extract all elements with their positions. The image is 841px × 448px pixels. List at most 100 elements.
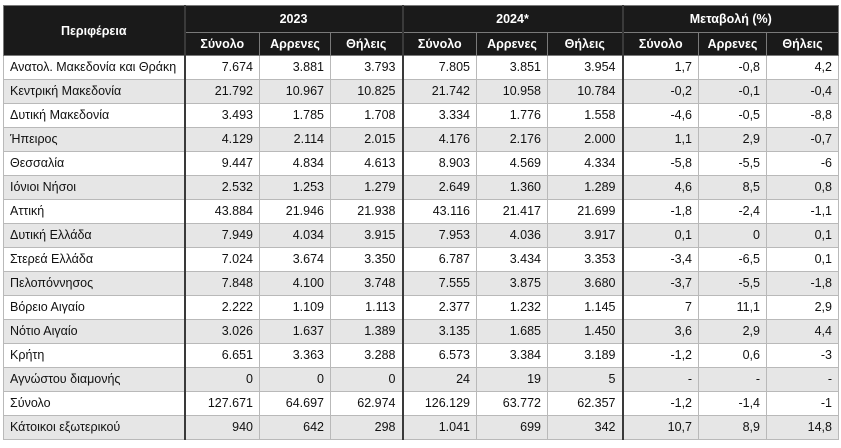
value-cell: 2.377 [401, 295, 477, 320]
value-cell: -6 [766, 151, 839, 176]
value-cell: -8,8 [766, 103, 839, 128]
table-row: Ιόνιοι Νήσοι 2.532 1.253 1.279 2.649 1.360 1.2… [3, 175, 839, 200]
value-cell: 4.834 [259, 151, 331, 176]
value-cell: 7.674 [183, 55, 260, 80]
value-cell: 342 [547, 415, 623, 440]
region-name-cell: Στερεά Ελλάδα [3, 247, 185, 272]
value-cell: 3.189 [547, 343, 623, 368]
value-cell: 4.613 [330, 151, 403, 176]
value-cell: - [698, 367, 767, 392]
value-cell: 3.350 [330, 247, 403, 272]
value-cell: 4.034 [259, 223, 331, 248]
value-cell: 21.938 [330, 199, 403, 224]
value-cell: 0,1 [766, 247, 839, 272]
value-cell: 62.974 [330, 391, 403, 416]
value-cell: -0,4 [766, 79, 839, 104]
table-row: Θεσσαλία 9.447 4.834 4.613 8.903 4.569 4.334 -5… [3, 151, 839, 176]
value-cell: 10.825 [330, 79, 403, 104]
value-cell: -5,5 [698, 271, 767, 296]
value-cell: 62.357 [547, 391, 623, 416]
value-cell: 1.279 [330, 175, 403, 200]
value-cell: 3.881 [259, 55, 331, 80]
value-cell: 6.787 [401, 247, 477, 272]
value-cell: -2,4 [698, 199, 767, 224]
value-cell: -0,8 [698, 55, 767, 80]
value-cell: 126.129 [401, 391, 477, 416]
region-name-cell: Θεσσαλία [3, 151, 185, 176]
value-cell: 24 [401, 367, 477, 392]
value-cell: 3.674 [259, 247, 331, 272]
value-cell: 4,2 [766, 55, 839, 80]
value-cell: 0,1 [766, 223, 839, 248]
value-cell: 21.699 [547, 199, 623, 224]
value-cell: 19 [476, 367, 548, 392]
population-table: Περιφέρεια 2023 2024* Μεταβολή (%) Σύνολ… [3, 5, 839, 440]
subheader-females: Θήλεις [547, 32, 623, 56]
value-cell: 1.685 [476, 319, 548, 344]
value-cell: 3.026 [183, 319, 260, 344]
value-cell: -3 [766, 343, 839, 368]
value-cell: 10.967 [259, 79, 331, 104]
value-cell: -0,7 [766, 127, 839, 152]
value-cell: 1.558 [547, 103, 623, 128]
value-cell: 7.805 [401, 55, 477, 80]
value-cell: 9.447 [183, 151, 260, 176]
table-row: Βόρειο Αιγαίο 2.222 1.109 1.113 2.377 1.232 1.… [3, 295, 839, 320]
value-cell: 7.024 [183, 247, 260, 272]
value-cell: 4.176 [401, 127, 477, 152]
value-cell: 1.637 [259, 319, 331, 344]
value-cell: -1,8 [621, 199, 699, 224]
value-cell: 0,6 [698, 343, 767, 368]
value-cell: 1,7 [621, 55, 699, 80]
value-cell: 21.946 [259, 199, 331, 224]
table-row: Στερεά Ελλάδα 7.024 3.674 3.350 6.787 3.434 3.… [3, 247, 839, 272]
value-cell: 1.289 [547, 175, 623, 200]
table-row: Νότιο Αιγαίο 3.026 1.637 1.389 3.135 1.685 1.4… [3, 319, 839, 344]
value-cell: - [766, 367, 839, 392]
region-name-cell: Πελοπόννησος [3, 271, 185, 296]
value-cell: 642 [259, 415, 331, 440]
header-region: Περιφέρεια [3, 5, 185, 56]
subheader-total: Σύνολο [401, 32, 477, 56]
value-cell: 8,9 [698, 415, 767, 440]
value-cell: 1.360 [476, 175, 548, 200]
table-row: Ανατολ. Μακεδονία και Θράκη 7.674 3.881 3.7… [3, 55, 839, 80]
value-cell: 2,9 [766, 295, 839, 320]
value-cell: 1.785 [259, 103, 331, 128]
value-cell: 3.680 [547, 271, 623, 296]
table-row: Κάτοικοι εξωτερικού 940 642 298 1.041 699 342 1… [3, 415, 839, 440]
value-cell: 3.384 [476, 343, 548, 368]
table-row: Δυτική Ελλάδα 7.949 4.034 3.915 7.953 4.036 3.… [3, 223, 839, 248]
region-name-cell: Νότιο Αιγαίο [3, 319, 185, 344]
value-cell: 6.651 [183, 343, 260, 368]
value-cell: 2,9 [698, 319, 767, 344]
value-cell: -1,1 [766, 199, 839, 224]
value-cell: 1.776 [476, 103, 548, 128]
region-name-cell: Ιόνιοι Νήσοι [3, 175, 185, 200]
region-name-cell: Δυτική Ελλάδα [3, 223, 185, 248]
value-cell: 2.000 [547, 127, 623, 152]
value-cell: 4.100 [259, 271, 331, 296]
value-cell: -5,5 [698, 151, 767, 176]
value-cell: 3.353 [547, 247, 623, 272]
value-cell: 3.915 [330, 223, 403, 248]
value-cell: 298 [330, 415, 403, 440]
value-cell: 4.334 [547, 151, 623, 176]
region-name-cell: Κρήτη [3, 343, 185, 368]
value-cell: 7.949 [183, 223, 260, 248]
value-cell: 2.114 [259, 127, 331, 152]
table-row: Κεντρική Μακεδονία 21.792 10.967 10.825 21.7… [3, 79, 839, 104]
value-cell: 10,7 [621, 415, 699, 440]
value-cell: -1,2 [621, 343, 699, 368]
value-cell: 3.135 [401, 319, 477, 344]
value-cell: 0 [330, 367, 403, 392]
value-cell: 1.389 [330, 319, 403, 344]
value-cell: -1,8 [766, 271, 839, 296]
region-name-cell: Κάτοικοι εξωτερικού [3, 415, 185, 440]
header-group-row: Περιφέρεια 2023 2024* Μεταβολή (%) [3, 5, 839, 56]
value-cell: -5,8 [621, 151, 699, 176]
value-cell: 1.232 [476, 295, 548, 320]
value-cell: 0 [698, 223, 767, 248]
region-name-cell: Αγνώστου διαμονής [3, 367, 185, 392]
value-cell: 43.116 [401, 199, 477, 224]
